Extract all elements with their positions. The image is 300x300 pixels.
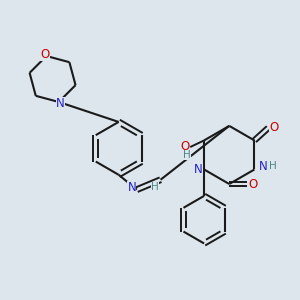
Text: H: H <box>269 161 277 171</box>
Text: O: O <box>269 121 278 134</box>
Text: N: N <box>259 160 268 173</box>
Text: H: H <box>183 150 191 160</box>
Text: N: N <box>128 182 136 194</box>
Text: N: N <box>194 163 203 176</box>
Text: H: H <box>151 182 158 192</box>
Text: O: O <box>40 48 50 61</box>
Text: O: O <box>248 178 257 190</box>
Text: O: O <box>180 140 190 153</box>
Text: N: N <box>56 97 65 110</box>
